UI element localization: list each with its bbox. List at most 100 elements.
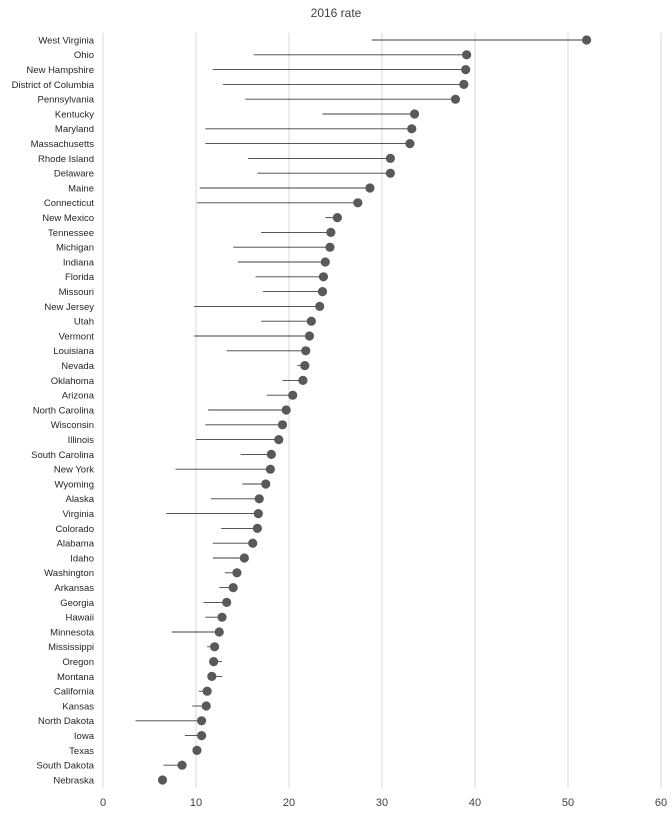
data-point — [407, 124, 417, 134]
category-label: Iowa — [74, 731, 95, 742]
data-point — [318, 272, 329, 282]
category-label: New Mexico — [42, 213, 94, 224]
data-point — [304, 331, 315, 341]
category-label: Maryland — [55, 124, 94, 135]
category-label: Georgia — [60, 598, 95, 609]
data-point — [252, 523, 262, 534]
x-tick-label: 40 — [469, 797, 481, 809]
category-label: Indiana — [63, 257, 95, 268]
data-point — [207, 671, 217, 682]
category-label: Connecticut — [44, 198, 95, 209]
data-point — [462, 50, 472, 60]
category-label: Alaska — [65, 494, 94, 505]
data-point — [320, 257, 330, 267]
data-point — [202, 686, 212, 696]
data-point — [192, 745, 202, 756]
data-point — [353, 198, 363, 208]
category-label: Florida — [65, 272, 95, 283]
data-point — [217, 612, 227, 622]
data-point — [281, 405, 291, 415]
category-label: Delaware — [54, 169, 94, 180]
data-point — [196, 731, 207, 741]
data-point — [239, 553, 249, 563]
category-label: Oklahoma — [51, 376, 95, 387]
category-label: Idaho — [70, 553, 94, 564]
category-label: Kansas — [62, 701, 94, 712]
data-point — [266, 449, 276, 459]
category-label: Nevada — [61, 361, 94, 372]
x-tick-label: 10 — [190, 797, 202, 809]
category-label: California — [54, 687, 95, 698]
category-label: Mississippi — [48, 642, 94, 653]
x-tick-label: 30 — [376, 797, 388, 809]
category-label: Washington — [44, 568, 94, 579]
data-point — [461, 65, 471, 75]
category-label: Alabama — [57, 539, 95, 550]
data-point — [222, 597, 232, 608]
data-point — [274, 435, 284, 445]
data-point — [288, 390, 298, 400]
category-label: District of Columbia — [12, 80, 95, 91]
data-point — [265, 464, 275, 474]
category-label: Oregon — [62, 657, 94, 668]
data-point — [157, 775, 168, 785]
data-point — [332, 213, 342, 223]
data-point — [317, 287, 328, 297]
category-label: Tennessee — [48, 228, 94, 239]
category-label: Hawaii — [65, 613, 94, 624]
data-point — [214, 627, 224, 637]
data-point — [385, 153, 395, 163]
data-point — [409, 109, 420, 119]
category-label: Nebraska — [53, 775, 94, 786]
grid-lines — [102, 33, 662, 788]
category-label: Texas — [69, 746, 94, 757]
data-point — [209, 657, 219, 667]
category-label: Illinois — [68, 435, 95, 446]
x-tick-label: 60 — [655, 797, 667, 809]
category-label: Kentucky — [55, 109, 94, 120]
category-label: Colorado — [55, 524, 94, 535]
category-label: South Dakota — [36, 761, 94, 772]
category-label: Minnesota — [50, 627, 95, 638]
category-label: North Carolina — [33, 405, 95, 416]
category-label: Massachusetts — [31, 139, 95, 150]
data-point — [326, 227, 336, 237]
x-axis-tick-labels: 0 10 20 30 40 50 60 — [100, 797, 667, 809]
data-point — [315, 301, 325, 311]
data-point — [201, 701, 211, 711]
data-point — [277, 420, 288, 430]
data-point — [298, 375, 308, 385]
data-point — [300, 361, 310, 371]
category-label: New Hampshire — [26, 65, 94, 76]
x-tick-label: 50 — [562, 797, 574, 809]
category-label: Arizona — [62, 391, 95, 402]
data-point — [177, 760, 187, 770]
data-point — [450, 94, 461, 104]
category-label: Wyoming — [54, 479, 94, 490]
data-point — [459, 79, 469, 89]
category-label: Rhode Island — [38, 154, 94, 165]
data-point — [248, 538, 258, 548]
data-point — [228, 583, 238, 593]
category-labels: West Virginia Ohio New Hampshire District o… — [12, 35, 95, 786]
data-point — [254, 494, 264, 504]
data-point — [306, 316, 316, 326]
category-label: Missouri — [59, 287, 94, 298]
data-point — [253, 508, 263, 519]
category-label: Ohio — [74, 50, 94, 61]
data-point — [325, 242, 335, 252]
category-label: Wisconsin — [51, 420, 94, 431]
data-point — [385, 168, 395, 178]
category-label: North Dakota — [38, 716, 95, 727]
data-point — [405, 139, 415, 149]
data-point — [232, 568, 242, 578]
data-marks — [135, 35, 592, 785]
data-point — [582, 35, 592, 45]
category-label: Arkansas — [54, 583, 94, 594]
category-label: Michigan — [56, 243, 94, 254]
x-tick-label: 0 — [100, 797, 106, 809]
category-label: Vermont — [59, 331, 95, 342]
category-label: New Jersey — [44, 302, 94, 313]
data-point — [261, 479, 271, 489]
